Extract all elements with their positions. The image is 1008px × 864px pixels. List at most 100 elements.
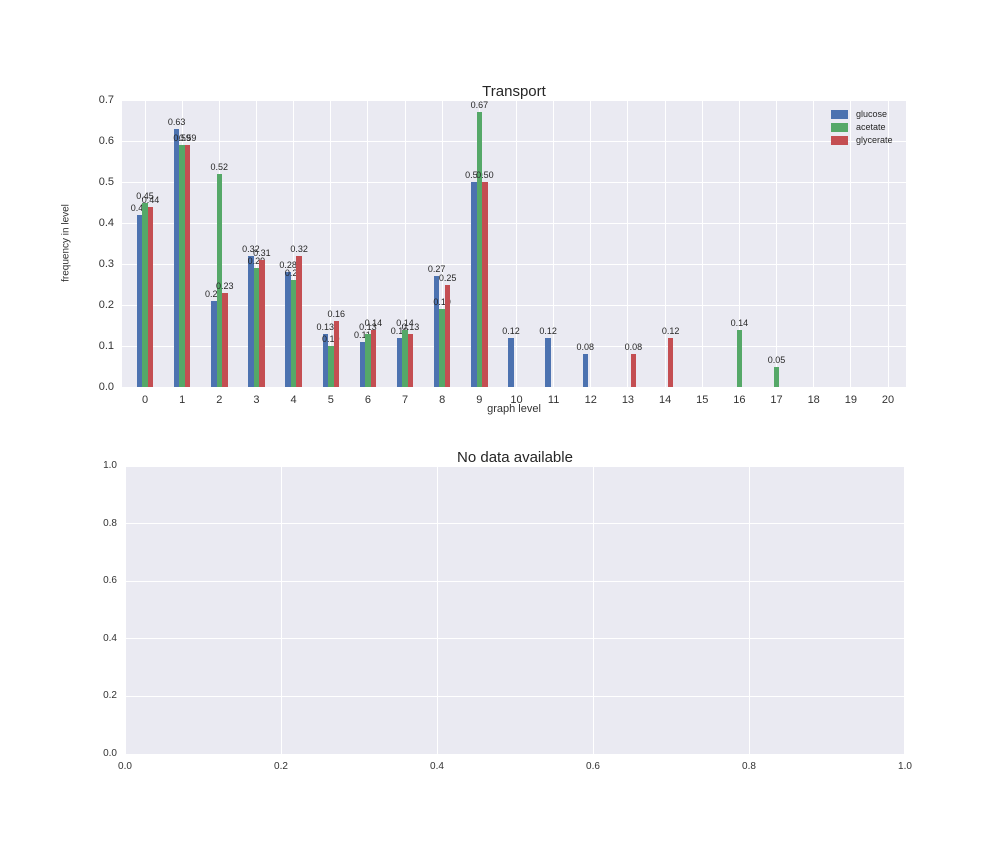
bar-glycerate-level-6 <box>370 329 377 387</box>
x-axis-tick-label: 2 <box>216 394 223 406</box>
gridline <box>404 100 406 387</box>
bar-value-label: 0.32 <box>290 243 308 254</box>
gridline <box>122 345 906 347</box>
bar-value-label: 0.63 <box>167 116 186 127</box>
gridline <box>738 100 740 387</box>
bar-glycerate-level-2 <box>222 292 228 387</box>
bar-value-label: 0.13 <box>316 321 335 332</box>
bar-value-label: 0.05 <box>767 354 786 365</box>
x-axis-tick-label: 5 <box>327 394 334 406</box>
gridline <box>255 100 257 387</box>
bar-value-label: 0.25 <box>438 272 457 283</box>
bar-glycerate-level-0 <box>147 206 154 387</box>
gridline <box>330 100 332 387</box>
bar-glycerate-level-4 <box>296 255 302 387</box>
gridline <box>122 386 906 388</box>
y-axis-tick-label: 0.2 <box>103 690 117 702</box>
x-axis-tick-label: 14 <box>658 394 672 406</box>
bar-glucose-level-3 <box>248 255 254 387</box>
x-axis-tick-label: 0.0 <box>118 761 132 772</box>
bar-value-label: 0.12 <box>661 325 680 336</box>
bar-value-label: 0.42 <box>130 202 149 213</box>
y-axis-tick-label: 0.4 <box>103 632 117 644</box>
bar-glucose-level-4 <box>285 272 291 387</box>
bar-value-label: 0.45 <box>136 190 154 201</box>
bar-value-label: 0.44 <box>141 194 160 205</box>
x-axis-tick-label: 10 <box>510 394 523 406</box>
bar-value-label: 0.14 <box>364 317 383 328</box>
x-axis-tick-label: 8 <box>439 394 446 406</box>
bar-glycerate-level-8 <box>444 284 451 387</box>
x-axis-tick-label: 7 <box>401 394 409 406</box>
bar-glucose-level-7 <box>396 337 403 387</box>
bar-glucose-level-6 <box>359 341 366 387</box>
bar-value-label: 0.08 <box>576 342 595 353</box>
legend-item-acetate: acetate <box>831 121 893 134</box>
bottom-chart-title: No data available <box>457 449 573 466</box>
bar-acetate-level-2 <box>216 173 223 387</box>
bar-value-label: 0.27 <box>427 264 446 275</box>
bar-value-label: 0.12 <box>390 325 409 336</box>
x-axis-tick-label: 4 <box>290 394 297 406</box>
bar-value-label: 0.59 <box>173 133 191 144</box>
bar-value-label: 0.26 <box>284 268 303 279</box>
bar-acetate-level-6 <box>365 333 371 387</box>
gridline <box>850 100 852 387</box>
bar-glycerate-level-5 <box>333 321 339 387</box>
bar-glucose-level-9 <box>471 182 477 387</box>
y-axis-tick-label: 0.2 <box>98 299 114 311</box>
x-axis-tick-label: 0.2 <box>274 761 288 772</box>
bar-value-label: 0.11 <box>353 329 371 340</box>
y-axis-tick-label: 0.6 <box>98 135 114 147</box>
y-axis-tick-label: 0.0 <box>103 748 117 759</box>
x-axis-tick-label: 0.6 <box>586 761 600 772</box>
bar-value-label: 0.50 <box>476 170 494 180</box>
bar-value-label: 0.52 <box>210 161 229 172</box>
gridline <box>664 100 666 387</box>
bar-acetate-level-5 <box>328 346 334 387</box>
bar-value-label: 0.59 <box>178 133 197 144</box>
bar-value-label: 0.16 <box>327 309 346 320</box>
bar-glucose-level-12 <box>582 354 589 387</box>
bar-glucose-level-1 <box>173 128 180 387</box>
y-axis-tick-label: 0.6 <box>103 575 117 587</box>
x-axis-tick-label: 3 <box>253 394 260 406</box>
gridline <box>592 466 594 754</box>
bar-glycerate-level-13 <box>630 354 637 387</box>
x-axis-tick-label: 17 <box>770 394 783 406</box>
gridline <box>590 100 592 387</box>
glucose-swatch-icon <box>831 110 848 119</box>
bar-acetate-level-4 <box>290 280 297 387</box>
bar-value-label: 0.13 <box>359 321 377 332</box>
gridline <box>441 100 443 387</box>
gridline <box>125 753 905 755</box>
gridline <box>122 304 906 306</box>
bar-glycerate-level-3 <box>259 259 265 387</box>
gridline <box>293 100 295 387</box>
gridline <box>627 100 629 387</box>
gridline <box>776 100 778 387</box>
top-chart-title: Transport <box>482 83 546 100</box>
bar-value-label: 0.19 <box>433 297 451 308</box>
gridline <box>125 465 905 467</box>
top-chart-plot-area: 0.42 0.63 0.21 0.32 0.28 0.13 0.11 0.12 0.27 0.50… <box>122 99 906 388</box>
bar-value-label: 0.13 <box>401 321 420 332</box>
bar-value-label: 0.31 <box>253 247 271 258</box>
gridline <box>436 466 438 754</box>
x-axis-tick-label: 18 <box>807 394 820 406</box>
bar-glycerate-level-7 <box>407 333 414 387</box>
bar-acetate-level-16 <box>736 329 743 387</box>
bar-glucose-level-5 <box>322 333 328 387</box>
bar-acetate-level-0 <box>142 202 148 387</box>
gridline <box>367 100 369 387</box>
x-axis-tick-label: 0.8 <box>742 761 756 772</box>
bottom-chart-plot-area <box>125 465 905 755</box>
x-axis-tick-label: 0.4 <box>430 761 444 772</box>
gridline <box>553 100 555 387</box>
legend-item-glycerate: glycerate <box>831 134 893 147</box>
legend: glucose acetate glycerate <box>831 108 893 147</box>
x-axis-tick-label: 9 <box>476 394 483 406</box>
legend-label: acetate <box>856 122 886 132</box>
gridline <box>122 181 906 183</box>
